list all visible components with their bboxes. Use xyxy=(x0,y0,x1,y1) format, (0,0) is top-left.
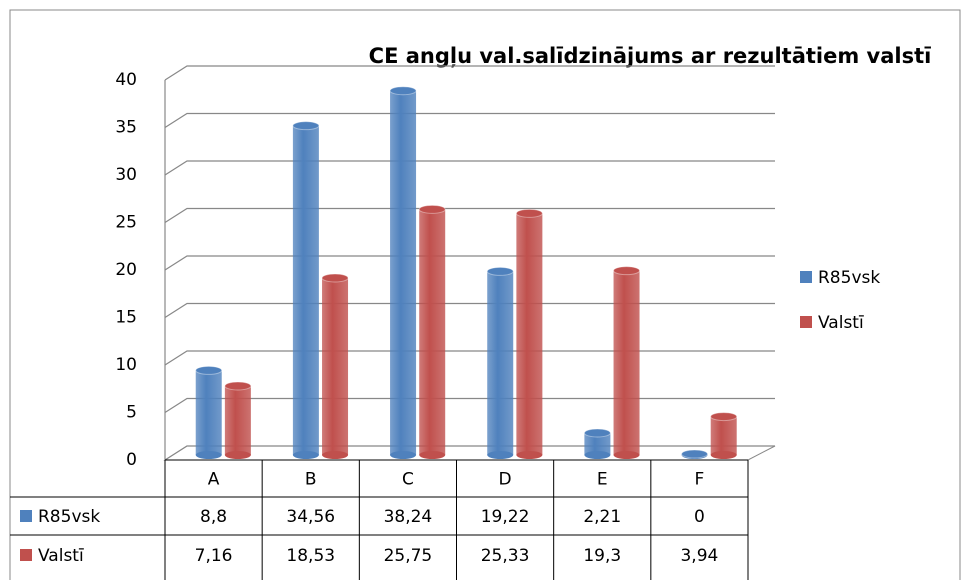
x-tick-label: B xyxy=(305,470,317,490)
bar xyxy=(613,270,640,455)
bar-base xyxy=(710,451,737,459)
bar-top xyxy=(389,86,417,96)
data-label: 25,75 xyxy=(384,546,433,566)
legend-label: R85vsk xyxy=(818,268,880,288)
y-tick-label: 10 xyxy=(115,355,137,375)
data-label: 8,8 xyxy=(200,507,227,527)
bar-top xyxy=(710,412,738,422)
grid-line xyxy=(164,445,775,461)
grid-line xyxy=(164,207,775,224)
y-tick-label: 15 xyxy=(115,308,137,328)
bar xyxy=(292,125,319,456)
x-tick-label: D xyxy=(499,470,512,490)
table-legend-swatch xyxy=(20,510,32,522)
y-tick-label: 40 xyxy=(115,70,137,90)
chart-frame xyxy=(9,9,961,580)
bar xyxy=(516,213,543,455)
bar xyxy=(195,370,222,455)
bar xyxy=(419,209,446,455)
bar-top xyxy=(292,121,320,131)
x-tick-label: E xyxy=(597,470,608,490)
legend-label: Valstī xyxy=(818,313,864,333)
grid-line xyxy=(164,397,775,414)
bar-top xyxy=(224,381,252,391)
data-label: 18,53 xyxy=(286,546,335,566)
bar-top xyxy=(195,365,223,375)
x-tick-label: C xyxy=(402,470,414,490)
bar-base xyxy=(390,451,417,459)
bar-base xyxy=(292,451,319,459)
bar-top xyxy=(681,449,709,459)
data-label: 38,24 xyxy=(384,507,433,527)
bar-base xyxy=(584,451,611,459)
bar-base xyxy=(322,451,349,459)
x-tick-label: F xyxy=(695,470,705,490)
bar xyxy=(224,385,251,455)
data-label: 2,21 xyxy=(583,507,621,527)
table-series-name: Valstī xyxy=(38,546,84,566)
bar-base xyxy=(195,451,222,459)
data-label: 19,22 xyxy=(481,507,530,527)
bar-base xyxy=(419,451,446,459)
grid-line xyxy=(164,350,775,366)
data-label: 3,94 xyxy=(680,546,718,566)
bar-base xyxy=(224,451,251,459)
bar xyxy=(390,90,417,455)
data-label: 7,16 xyxy=(195,546,233,566)
y-tick-label: 5 xyxy=(126,403,137,423)
data-label: 34,56 xyxy=(286,507,335,527)
grid-line xyxy=(164,255,775,271)
bar xyxy=(322,277,349,455)
y-tick-label: 0 xyxy=(126,450,137,470)
bar-base xyxy=(487,451,514,459)
table-series-name: R85vsk xyxy=(38,507,100,527)
bar-base xyxy=(516,451,543,459)
bar-top xyxy=(583,428,611,438)
bar-base xyxy=(613,451,640,459)
table-legend-swatch xyxy=(20,549,32,561)
grid-line xyxy=(164,65,775,81)
data-label: 19,3 xyxy=(583,546,621,566)
chart-title: CE angļu val.salīdzinājums ar rezultātie… xyxy=(369,44,932,68)
grid-line xyxy=(164,160,775,176)
legend-swatch xyxy=(800,316,812,328)
bar xyxy=(710,416,737,455)
grid-line xyxy=(164,112,775,129)
y-tick-label: 20 xyxy=(115,260,137,280)
x-tick-label: A xyxy=(208,470,220,490)
bar xyxy=(487,271,514,455)
y-tick-label: 30 xyxy=(115,165,137,185)
bar-top xyxy=(613,266,641,276)
y-tick-label: 35 xyxy=(115,118,137,138)
bar-top xyxy=(515,208,543,218)
legend-swatch xyxy=(800,271,812,283)
bar-top xyxy=(321,273,349,283)
data-label: 25,33 xyxy=(481,546,530,566)
bar xyxy=(584,433,611,455)
data-label: 0 xyxy=(694,507,705,527)
bar-top xyxy=(418,204,446,214)
bar-top xyxy=(486,266,514,276)
y-tick-label: 25 xyxy=(115,213,137,233)
grid-line xyxy=(164,302,775,319)
